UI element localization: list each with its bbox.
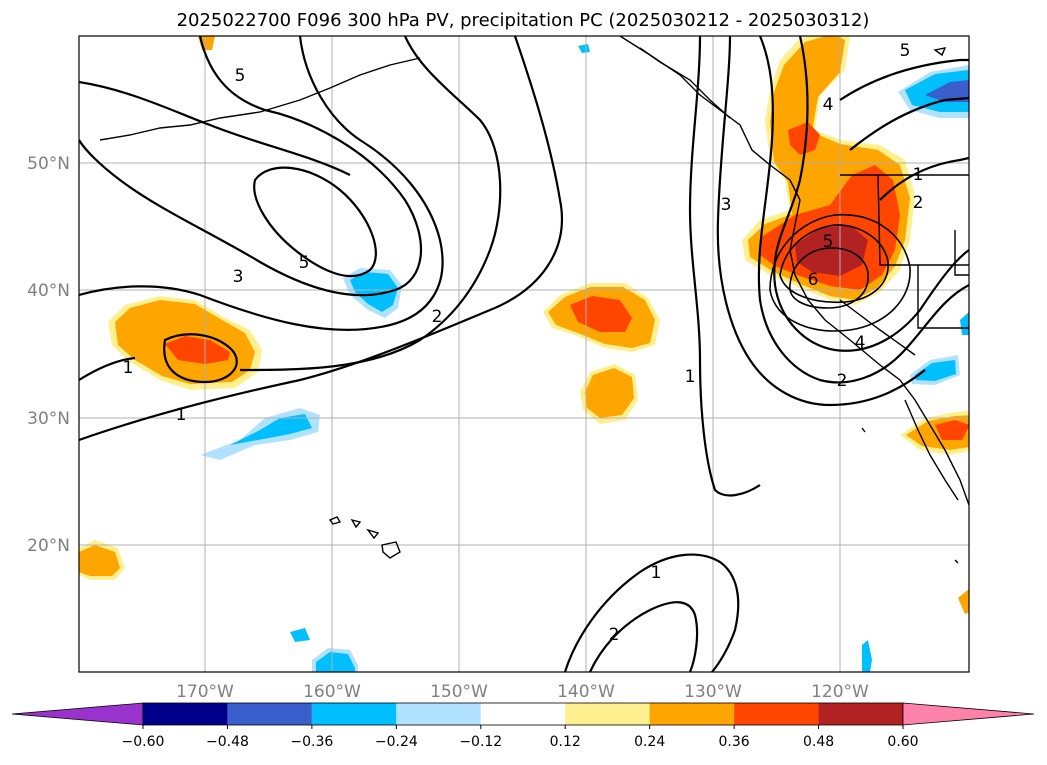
contour-label: 3	[721, 195, 732, 215]
contour-label: 4	[855, 333, 866, 353]
lon-label: 140°W	[557, 682, 615, 702]
contour-label: 2	[432, 307, 443, 327]
colorbar-ticks: −0.60 −0.48 −0.36 −0.24 −0.12 0.12 0.24 0.36 0.4…	[122, 725, 919, 750]
contour-label: 5	[823, 232, 834, 252]
lat-label: 50°N	[27, 154, 70, 174]
lon-label: 160°W	[303, 682, 361, 702]
pv-contours	[79, 36, 969, 672]
colorbar-segment	[565, 703, 650, 725]
map-frame	[78, 35, 970, 673]
colorbar-segment	[480, 703, 566, 725]
colorbar-tick-label: 0.12	[550, 734, 581, 750]
contour-label: 2	[837, 371, 848, 391]
contour-label: 2	[913, 193, 924, 213]
contour-label: 1	[176, 405, 187, 425]
colorbar-left-arrow	[11, 702, 144, 726]
colorbar-tick-label: −0.24	[375, 734, 418, 750]
colorbar-tick-label: 0.36	[719, 734, 750, 750]
colorbar-right-arrow	[902, 702, 1035, 726]
lat-label: 40°N	[27, 281, 70, 301]
map-area: 5 3 5 2 1 1 1 4 3 5 6 4 2 2 5 1 2 1	[79, 36, 969, 672]
contour-label: 1	[913, 165, 924, 185]
contour-label: 5	[299, 253, 310, 273]
lon-label: 170°W	[176, 682, 234, 702]
latitude-labels: 50°N 40°N 30°N 20°N	[27, 154, 70, 556]
lon-label: 150°W	[430, 682, 488, 702]
colorbar: −0.60 −0.48 −0.36 −0.24 −0.12 0.12 0.24 0.36 0.4…	[11, 702, 1035, 750]
contour-label: 1	[685, 367, 696, 387]
contour-label: 1	[123, 358, 134, 378]
colorbar-segment	[227, 703, 312, 725]
contour-labels: 5 3 5 2 1 1 1 4 3 5 6 4 2 2 5 1 2 1	[123, 41, 924, 645]
contour-label: 6	[808, 270, 819, 290]
lat-label: 30°N	[27, 409, 70, 429]
colorbar-segment	[734, 703, 819, 725]
colorbar-tick-label: −0.12	[459, 734, 502, 750]
lat-label: 20°N	[27, 536, 70, 556]
contour-label: 3	[233, 267, 244, 287]
longitude-labels: 170°W 160°W 150°W 140°W 130°W 120°W	[176, 682, 869, 702]
colorbar-tick-label: 0.48	[803, 734, 834, 750]
colorbar-segment	[818, 703, 903, 725]
graticule	[79, 36, 969, 672]
colorbar-segment	[143, 703, 228, 725]
colorbar-segments	[142, 702, 904, 726]
map-title: 2025022700 F096 300 hPa PV, precipitatio…	[177, 10, 870, 31]
colorbar-segment	[311, 703, 397, 725]
colorbar-tick-label: −0.36	[290, 734, 333, 750]
contour-label: 2	[609, 625, 620, 645]
contour-label: 1	[651, 563, 662, 583]
lon-label: 130°W	[684, 682, 742, 702]
colorbar-tick-label: −0.60	[122, 734, 165, 750]
lon-label: 120°W	[811, 682, 869, 702]
contour-label: 5	[235, 66, 246, 86]
contour-label: 4	[823, 95, 834, 115]
contour-label: 5	[900, 41, 911, 61]
colorbar-segment	[649, 703, 735, 725]
colorbar-tick-label: 0.60	[887, 734, 918, 750]
colorbar-tick-label: −0.48	[206, 734, 249, 750]
colorbar-tick-label: 0.24	[634, 734, 665, 750]
colorbar-segment	[396, 703, 481, 725]
